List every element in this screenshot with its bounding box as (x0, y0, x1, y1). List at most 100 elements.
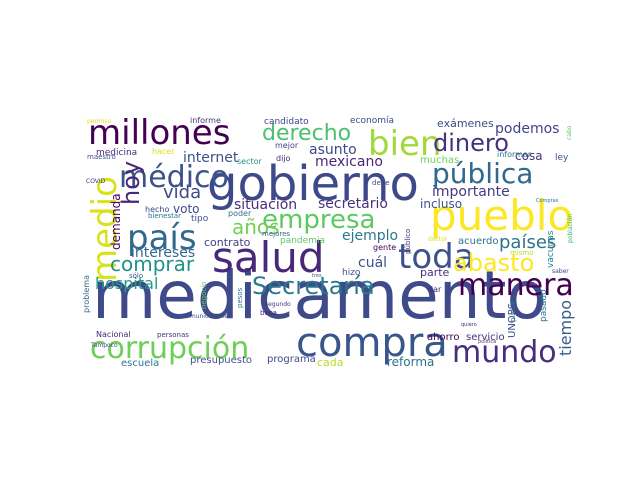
word-presupuesto: presupuesto (190, 355, 252, 366)
word-nacional: Nacional (96, 330, 131, 339)
word-publico: público (404, 229, 412, 254)
word-tres: tres (312, 273, 322, 279)
word-hoy: hoy (117, 161, 145, 205)
word-negocio: negocio (200, 281, 208, 309)
word-paises: países (499, 232, 556, 253)
word-pais: país (127, 218, 197, 258)
word-informe: informe (190, 116, 221, 125)
word-doctor: doctor (428, 236, 448, 243)
word-saber: saber (552, 268, 569, 275)
word-medico: médico (119, 160, 229, 195)
word-pasado: pasado (539, 289, 549, 322)
word-secretaria: Secretaría (252, 272, 375, 300)
word-permiso: permiso (87, 118, 111, 125)
word-vacunas: vacunas (546, 230, 556, 268)
word-dinero: dinero (433, 129, 509, 157)
word-debe: debe (372, 179, 390, 187)
word-tampoco: Tampoco (90, 342, 118, 349)
word-vida: vida (163, 182, 201, 203)
word-hacer: hacer (152, 147, 175, 156)
word-beca: beca (260, 309, 277, 317)
word-incluso: incluso (420, 197, 462, 211)
word-hizo: hizo (342, 268, 361, 278)
word-ley: ley (555, 153, 569, 163)
word-comprar: comprar (110, 252, 195, 276)
word-escuela: escuela (121, 358, 159, 369)
word-salud: salud (212, 233, 325, 282)
word-solo: sólo (129, 272, 143, 280)
word-poder: poder (228, 209, 252, 218)
word-puede: puede (509, 300, 517, 322)
word-mexicano: mexicano (315, 154, 383, 170)
word-derecho: derecho (262, 121, 351, 146)
word-unops: UNOPS (507, 303, 518, 338)
cloud-words: medicamento gobierno pueblo salud compra… (82, 113, 575, 370)
word-medio: medio (85, 176, 125, 282)
word-informar: informar (497, 150, 532, 159)
word-voto: voto (173, 202, 200, 216)
word-economia: economía (350, 116, 394, 126)
word-tipo: tipo (191, 214, 209, 224)
word-hecho: hecho (145, 205, 169, 214)
word-tiempo: tiempo (556, 300, 575, 356)
word-abasto: abasto (453, 249, 534, 277)
word-publica: pública (432, 157, 533, 190)
word-comunicaciones: Comunicaciones (182, 313, 231, 320)
word-covid: COVID (86, 178, 106, 185)
word-empresa: empresa (262, 205, 375, 235)
word-millones: millones (88, 113, 230, 153)
word-anos: años (232, 215, 280, 239)
word-servicio: servicio (466, 332, 505, 343)
word-programa: programa (267, 354, 316, 365)
word-hospital: hospital (95, 274, 158, 293)
word-gobierno: gobierno (207, 156, 419, 212)
word-pandemia: pandemia (280, 236, 325, 246)
word-acuerdo: acuerdo (458, 236, 499, 247)
word-pueblo: pueblo (430, 191, 573, 240)
word-segundo: segundo (265, 301, 291, 308)
word-politica: política (478, 338, 496, 345)
word-cada: cada (317, 356, 344, 369)
word-sector: sector (237, 157, 263, 166)
word-ejemplo: ejemplo (342, 228, 398, 244)
word-situacion: situación (234, 197, 297, 213)
word-poblacion: población (567, 214, 574, 243)
word-importante: importante (432, 184, 510, 200)
word-problema: problema (82, 275, 91, 313)
word-mejores: mejores (262, 230, 290, 238)
word-bien: bien (368, 124, 442, 164)
word-maestro: maestro (87, 153, 116, 161)
word-personas: personas (157, 331, 189, 339)
word-compras: Compras (536, 198, 559, 204)
word-podemos: podemos (495, 121, 559, 137)
word-mismo: mismo (510, 249, 534, 257)
word-ahorro: ahorro (427, 332, 460, 343)
word-cual: cuál (358, 255, 387, 271)
word-compra: compra (296, 320, 448, 366)
word-contrato: contrato (204, 236, 251, 249)
word-dar: dar (428, 285, 442, 294)
word-gente: gente (373, 243, 396, 252)
word-mundo: mundo (452, 335, 557, 370)
word-bienestar: bienestar (148, 212, 181, 220)
word-examenes: exámenes (437, 117, 494, 130)
word-corrupcion: corrupción (90, 331, 249, 366)
word-reforma: reforma (387, 355, 434, 369)
word-internet: internet (183, 150, 239, 166)
word-medicamento: medicamento (92, 257, 547, 334)
word-intereses: intereses (131, 245, 195, 261)
word-manera: manera (458, 268, 574, 303)
word-candidato: candidato (264, 117, 309, 127)
word-quiero: quiero (461, 322, 477, 328)
word-dijo: dijo (276, 154, 291, 163)
word-muchas: muchas (420, 155, 459, 166)
word-toda: toda (398, 237, 475, 277)
word-mejor: mejor (275, 141, 299, 150)
word-medicina: medicina (96, 148, 137, 158)
word-demanda: demanda (109, 193, 123, 250)
word-secretario: secretario (318, 196, 388, 212)
word-pesos: pesos (236, 287, 244, 308)
word-parte: parte (420, 266, 450, 279)
